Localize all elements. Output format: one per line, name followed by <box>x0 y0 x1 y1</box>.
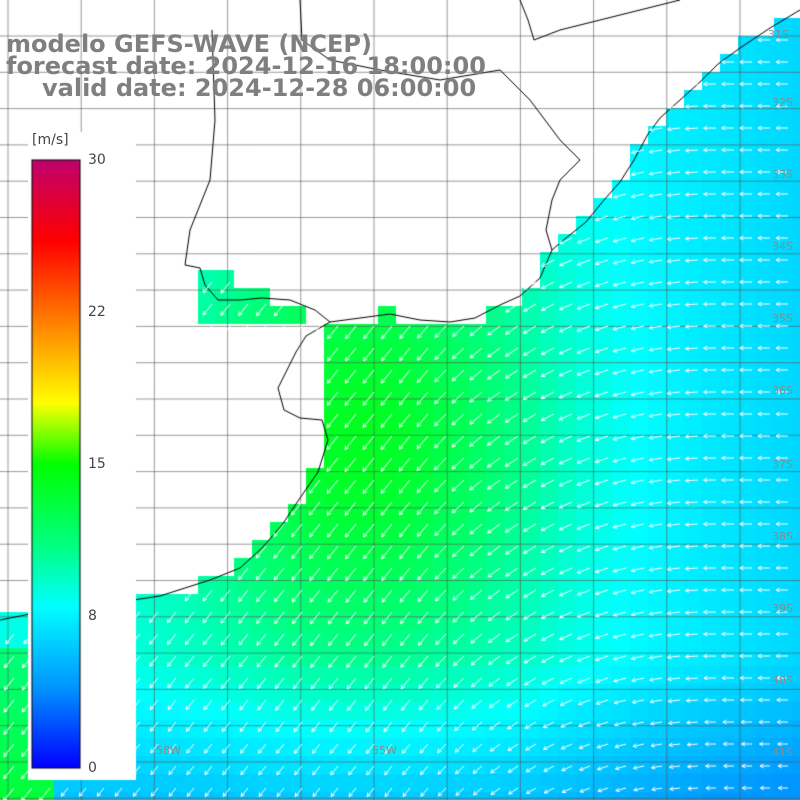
lat-label: 31S <box>768 28 789 41</box>
lat-label: 41S <box>772 746 793 759</box>
lat-label: 33S <box>772 168 793 181</box>
colorbar-tick-8: 8 <box>88 608 97 624</box>
lat-label: 39S <box>772 602 793 615</box>
lat-label: 32S <box>772 96 793 109</box>
lon-label: 55W <box>372 744 397 757</box>
lat-label: 37S <box>772 458 793 471</box>
colorbar-tick-30: 30 <box>88 152 106 168</box>
colorbar-tick-22: 22 <box>88 304 106 320</box>
lat-label: 35S <box>772 312 793 325</box>
colorbar-tick-15: 15 <box>88 456 106 472</box>
colorbar-tick-0: 0 <box>88 760 97 776</box>
colorbar-unit: [m/s] <box>32 132 69 148</box>
lat-label: 36S <box>772 384 793 397</box>
lon-label: 58W <box>156 744 181 757</box>
forecast-date: forecast date: 2024-12-16 18:00:00 <box>6 52 486 80</box>
lat-label: 34S <box>772 240 793 253</box>
valid-date: valid date: 2024-12-28 06:00:00 <box>42 74 477 102</box>
lat-label: 40S <box>772 674 793 687</box>
lat-label: 38S <box>772 530 793 543</box>
model-title: modelo GEFS-WAVE (NCEP) <box>6 30 372 58</box>
